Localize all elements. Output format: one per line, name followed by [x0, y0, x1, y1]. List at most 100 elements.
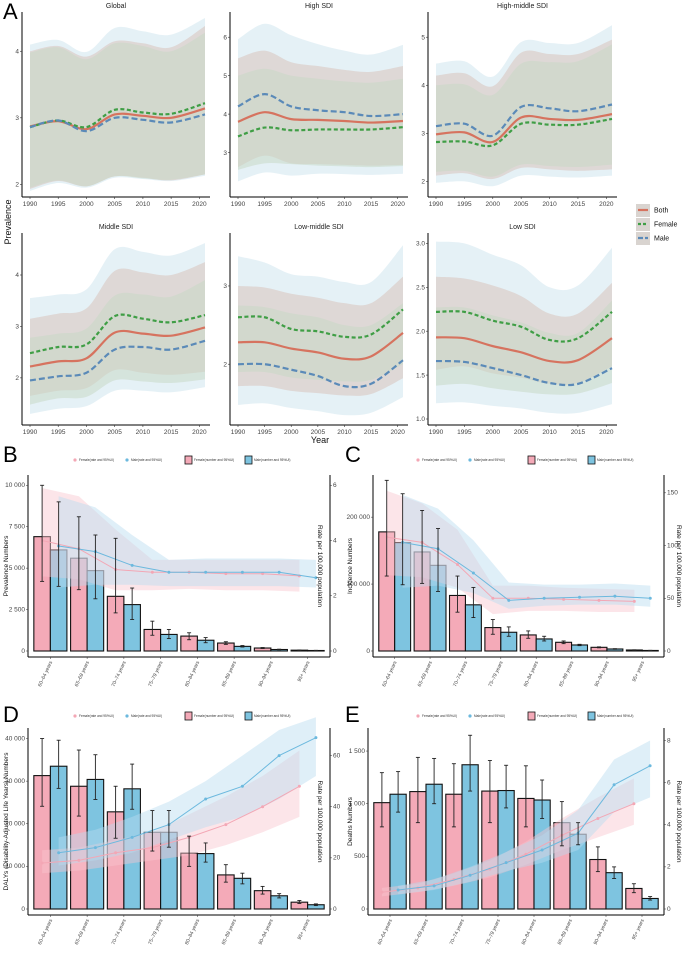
legend-label: Female(rate and 95%UI) [79, 458, 114, 462]
x-tick-label: 65–69 years [74, 918, 91, 946]
x-tick-label: 2005 [107, 429, 122, 436]
rate-point-female [40, 861, 44, 865]
x-tick-label: 1995 [257, 201, 272, 208]
y-tick-label: 3 [223, 150, 227, 157]
y-tick-label: 10 000 [5, 482, 25, 489]
x-tick-label: 1995 [457, 201, 472, 208]
y2-tick-label: 4 [667, 822, 671, 829]
x-tick-label: 2010 [542, 201, 557, 208]
facet-title: Middle SDI [99, 224, 133, 231]
rate-point-male [314, 576, 318, 580]
y2-tick-label: 0 [667, 648, 671, 655]
panel-letter-d: D [3, 702, 19, 727]
panel-b: B 0 2 500 5 000 7 500 10 000 0 2 4 6 60–64 years 65… [3, 442, 337, 688]
legend-label: Male [654, 236, 669, 243]
rate-point-male [542, 596, 546, 600]
panel-letter-a: A [3, 0, 18, 24]
rate-point-male [277, 570, 281, 574]
series-line-both [237, 332, 404, 361]
y2-tick-label: 4 [333, 537, 337, 544]
y-tick-label: 4 [15, 48, 19, 55]
y-tick-label: 4 [15, 272, 19, 279]
series-line-both [237, 111, 404, 124]
x-tick-label: 2005 [514, 429, 529, 436]
x-tick-label: 85–89 years [557, 918, 574, 946]
panel-e: E 0 500 1 000 1 500 0 2 4 6 8 60–64 years 65–69 yea… [345, 702, 682, 946]
y-tick-label: 10 000 [5, 863, 25, 870]
x-tick-label: 2005 [311, 429, 326, 436]
legend-key-rate-female [416, 714, 420, 718]
legend-label: Female(rate and 95%UI) [422, 458, 457, 462]
y2-axis-title: Rate per 100,000 population [675, 525, 682, 607]
x-tick-label: 95+ years [631, 918, 646, 941]
legend-key-number-female [184, 711, 193, 721]
y-tick-label: 5 [421, 34, 425, 41]
rate-point-female [261, 805, 265, 809]
x-tick-label: 65–69 years [74, 660, 91, 688]
x-tick-label: 80–84 years [521, 918, 538, 946]
facet-low-sdi: Low SDI 1.0 1.5 2.0 2.5 3.0 1990 1995 2000 2005 20… [416, 224, 617, 436]
legend-key-number-female [527, 455, 536, 465]
legend-label: Male(rate and 95%UI) [474, 714, 505, 718]
x-tick-label: 60–64 years [377, 918, 394, 946]
x-tick-label: 1990 [429, 201, 444, 208]
series-line-male [237, 93, 404, 118]
rate-point-female [632, 599, 636, 603]
series-line-female [237, 308, 404, 339]
rate-point-female [114, 851, 118, 855]
series-line-female [29, 313, 206, 355]
series-line-female [435, 117, 613, 148]
y-tick-label: 2.0 [416, 328, 425, 335]
rate-point-female [261, 572, 265, 576]
x-tick-label: 2005 [514, 201, 529, 208]
x-tick-label: 65–69 years [417, 660, 434, 688]
x-tick-label: 2015 [571, 201, 586, 208]
y-tick-label: 0 [21, 648, 25, 655]
series-line-both [435, 113, 613, 144]
rate-point-male [648, 596, 652, 600]
x-tick-label: 1990 [23, 429, 38, 436]
y-axis-title: Prevalence [3, 199, 13, 244]
legend: Both Female Male [636, 204, 677, 245]
x-tick-label: 80–84 years [184, 660, 201, 688]
x-tick-label: 95+ years [297, 660, 312, 683]
facet-low-middle-sdi: Low-middle SDI 2 3 1990 1995 2000 2005 2010 2015… [223, 224, 408, 436]
rate-ribbon-female [42, 750, 300, 874]
y-tick-label: 3 [421, 131, 425, 138]
y-tick-label: 0 [366, 648, 370, 655]
y-tick-label: 3 [15, 115, 19, 122]
rate-point-female [491, 596, 495, 600]
rate-point-female [562, 597, 566, 601]
x-tick-label: 80–84 years [523, 660, 540, 688]
x-tick-label: 75–79 years [488, 660, 505, 688]
rate-point-female [297, 784, 301, 788]
x-tick-label: 2000 [486, 201, 501, 208]
y2-tick-label: 100 [667, 542, 678, 549]
x-tick-label: 75–79 years [485, 918, 502, 946]
y-tick-label: 3 [15, 324, 19, 331]
rate-ribbon-male [402, 494, 651, 609]
legend-label: Male(rate and 95%UI) [131, 714, 162, 718]
x-tick-label: 2010 [136, 429, 151, 436]
y2-axis-title: Rate per 100,000 population [675, 780, 682, 862]
x-tick-label: 2010 [337, 429, 352, 436]
x-tick-label: 70–74 years [452, 660, 469, 688]
x-tick-label: 2005 [311, 201, 326, 208]
legend-label: Female(number and 95%UI) [537, 458, 577, 462]
legend-label: Female [654, 222, 677, 229]
y2-tick-label: 0 [667, 906, 671, 913]
rate-point-male [648, 764, 652, 768]
series-line-male [435, 359, 613, 387]
rate-point-male [613, 594, 617, 598]
rate-point-female [77, 858, 81, 862]
y-tick-label: 4 [421, 82, 425, 89]
y-tick-label: 40 000 [5, 735, 25, 742]
y-tick-label: 2 [15, 182, 19, 189]
x-tick-label: 75–79 years [147, 660, 164, 688]
legend-label: Male(rate and 95%UI) [474, 458, 505, 462]
facet-title: Low SDI [509, 224, 536, 231]
rate-point-male [612, 783, 616, 787]
legend-key-rate-male [468, 714, 472, 718]
rate-point-male [504, 861, 508, 865]
rate-point-male [240, 570, 244, 574]
